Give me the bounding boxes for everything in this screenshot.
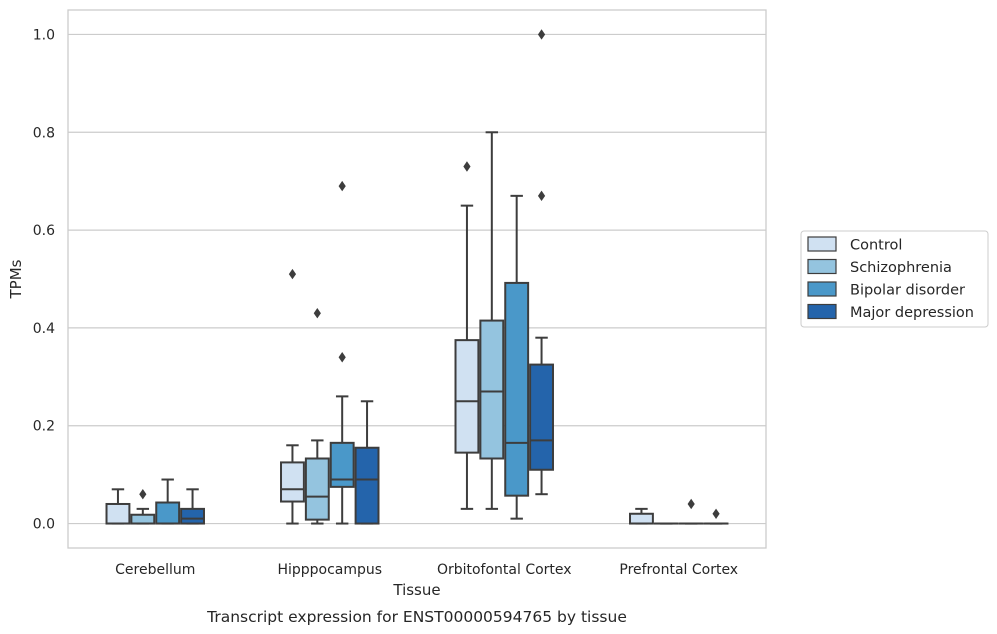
outlier-point [537, 29, 546, 40]
box-body [155, 501, 181, 525]
legend-swatch [807, 236, 837, 252]
y-axis-ticks: 0.0 0.2 0.4 0.6 0.8 1.0 [33, 27, 55, 532]
legend-label: Schizophrenia [850, 260, 952, 276]
outlier-point [463, 161, 471, 172]
chart-caption: Transcript expression for ENST0000059476… [206, 608, 627, 626]
plot-area-frame [67, 9, 767, 549]
legend-label: Control [850, 238, 902, 254]
outlier-point [288, 268, 297, 280]
outlier-point [537, 190, 546, 202]
y-tick-label: 1.0 [33, 27, 55, 43]
box [130, 489, 156, 525]
outlier-point [139, 489, 147, 500]
box [479, 131, 505, 510]
outlier-point [687, 498, 695, 510]
box-body [454, 339, 480, 454]
box [105, 488, 131, 525]
box [329, 180, 355, 525]
gridlines [68, 33, 766, 525]
box-body [329, 441, 355, 488]
box [529, 29, 554, 496]
y-tick-label: 0.0 [33, 517, 55, 533]
box-body [130, 513, 156, 525]
y-tick-label: 0.4 [33, 321, 55, 337]
x-tick-label: Prefrontal Cortex [619, 562, 738, 578]
x-tick-label: Orbitofontal Cortex [437, 562, 572, 578]
box-body [280, 461, 305, 503]
x-tick-label: Cerebellum [115, 562, 195, 578]
box [304, 308, 330, 525]
box-body [629, 512, 654, 525]
box-body [105, 502, 131, 525]
box-body [529, 363, 554, 471]
legend-swatch [807, 258, 837, 275]
y-tick-label: 0.2 [33, 419, 55, 435]
legend-swatch [807, 303, 837, 320]
outlier-point [313, 308, 321, 319]
legend-frame [800, 230, 989, 328]
legend-swatch [807, 281, 837, 297]
x-axis-ticks: Cerebellum Hipppocampus Orbitofontal Corte… [115, 562, 738, 578]
box [629, 507, 654, 525]
y-tick-label: 0.8 [33, 125, 55, 141]
box [504, 194, 530, 520]
boxes [105, 29, 729, 525]
box-body [354, 446, 380, 525]
legend: Control Schizophrenia Bipolar disorder Majo… [800, 230, 989, 328]
legend-label: Major depression [850, 305, 974, 321]
x-axis-label: Tissue [392, 581, 440, 599]
box-body [304, 457, 330, 521]
box [354, 400, 380, 525]
box [454, 161, 480, 510]
x-tick-label: Hipppocampus [277, 562, 382, 578]
y-axis-label: TPMs [7, 259, 25, 299]
y-tick-label: 0.6 [33, 223, 55, 239]
outlier-point [338, 352, 346, 363]
box-body [504, 281, 530, 497]
legend-label: Bipolar disorder [850, 283, 965, 299]
box [180, 488, 205, 525]
box [280, 268, 305, 525]
box [678, 498, 704, 525]
outlier-point [338, 180, 346, 192]
box-body [180, 507, 205, 525]
box-body [479, 319, 505, 460]
outlier-point [712, 508, 720, 519]
box [155, 478, 181, 525]
box [703, 508, 729, 525]
